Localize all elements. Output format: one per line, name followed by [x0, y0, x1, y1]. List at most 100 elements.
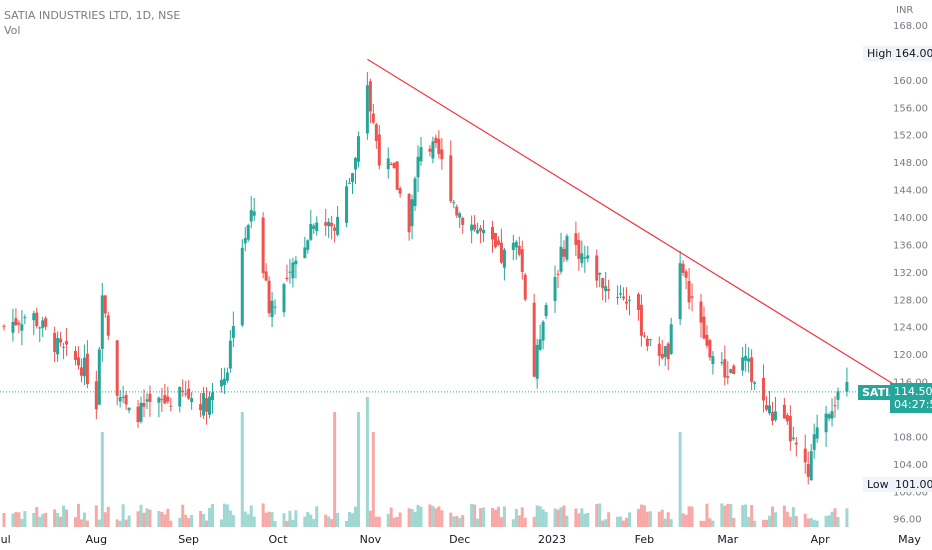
candle-body: [628, 299, 631, 301]
volume-bar: [365, 397, 369, 527]
volume-bar: [17, 512, 21, 527]
candle-body: [788, 415, 792, 442]
volume-bar: [350, 513, 354, 527]
volume-bar: [97, 519, 101, 527]
candle-body: [163, 394, 167, 404]
price-tick-label: 128.00: [893, 295, 928, 306]
candle-body: [285, 277, 289, 280]
candle-body: [645, 338, 649, 347]
volume-bar: [556, 509, 560, 527]
candle-body: [291, 262, 295, 279]
volume-bar: [830, 511, 834, 527]
volume-bar: [767, 515, 771, 527]
candle-body: [785, 415, 789, 422]
candle-body: [723, 359, 727, 378]
candle-body: [684, 271, 688, 278]
volume-bar: [261, 503, 265, 527]
candle-body: [377, 134, 381, 166]
candle-body: [416, 156, 420, 178]
volume-bar: [628, 512, 631, 527]
candle-body: [642, 335, 646, 337]
volume-bar: [502, 506, 506, 527]
candle-body: [482, 229, 486, 234]
price-tick-label: 140.00: [893, 213, 928, 224]
volume-bar: [687, 506, 691, 527]
candle-body: [127, 408, 131, 411]
volume-bar: [669, 519, 673, 527]
time-tick-label: Nov: [360, 533, 382, 546]
candle-body: [470, 224, 474, 231]
volume-bar: [14, 512, 18, 527]
price-tick-label: 144.00: [893, 186, 928, 197]
candle-body: [705, 334, 709, 346]
volume-bar: [791, 507, 795, 527]
volume-bar: [106, 506, 110, 527]
candle-body: [669, 324, 673, 354]
candle-body: [660, 353, 664, 359]
volume-bar: [845, 508, 849, 527]
volume-bar: [398, 512, 402, 527]
volume-bar: [306, 512, 310, 527]
volume-bar: [562, 505, 566, 527]
candle-body: [356, 136, 360, 162]
volume-bar: [294, 510, 298, 527]
candle-body: [559, 246, 563, 272]
volume-bar: [690, 506, 694, 527]
currency-label: INR: [896, 5, 914, 16]
volume-bar: [788, 516, 792, 527]
volume-bar: [431, 506, 435, 527]
bar-countdown: 04:27:56: [894, 398, 932, 411]
volume-bar: [482, 507, 486, 527]
volume-bar: [38, 516, 42, 527]
candle-body: [315, 222, 319, 232]
volume-bar: [53, 509, 57, 527]
time-axis[interactable]: Jul Aug Sep Oct Nov Dec 2023 Feb Mar Apr May: [0, 533, 921, 546]
price-tick-label: 148.00: [893, 158, 928, 169]
volume-bar: [288, 510, 292, 527]
price-axis[interactable]: 168.00164.00160.00156.00152.00148.00144.…: [893, 21, 928, 526]
candle-body: [252, 211, 256, 216]
volume-bar: [413, 511, 417, 527]
volume-bar: [639, 504, 643, 527]
candle-body: [762, 377, 766, 401]
price-tick-label: 108.00: [893, 432, 928, 443]
candle-body: [157, 397, 161, 403]
volume-bar: [663, 518, 667, 527]
volume-bar: [2, 513, 6, 527]
volume-bar: [333, 412, 337, 527]
candle-body: [741, 357, 745, 371]
volume-bar: [62, 505, 66, 527]
price-tick-label: 104.00: [893, 460, 928, 471]
candle-body: [532, 302, 536, 377]
candle-body: [809, 451, 813, 481]
volume-bar: [794, 516, 798, 527]
volume-bar: [625, 517, 629, 527]
candle-body: [687, 281, 691, 303]
candle-body: [577, 240, 581, 259]
candle-body: [240, 247, 244, 326]
volume-bar: [303, 516, 307, 527]
volume-bar: [312, 518, 316, 527]
volume-bar: [729, 504, 733, 527]
volume-bar: [836, 516, 840, 527]
volume-bar: [535, 505, 539, 527]
candle-body: [473, 224, 477, 230]
volume-bar: [202, 513, 206, 527]
candle-body: [136, 406, 140, 423]
volume-bar: [410, 509, 414, 527]
candle-body: [678, 263, 682, 320]
volume-bar: [747, 517, 751, 527]
candle-body: [681, 263, 685, 273]
volume-bar: [246, 514, 250, 527]
candle-body: [231, 326, 235, 338]
candle-body: [273, 306, 277, 308]
volume-bar: [336, 512, 340, 527]
time-tick-label: Jul: [0, 533, 11, 546]
candle-body: [556, 273, 560, 275]
volume-bar: [392, 517, 396, 527]
candle-body: [243, 238, 247, 244]
volume-bar: [249, 505, 253, 527]
candle-body: [312, 225, 316, 229]
candle-body: [493, 232, 497, 248]
candle-body: [32, 313, 36, 321]
